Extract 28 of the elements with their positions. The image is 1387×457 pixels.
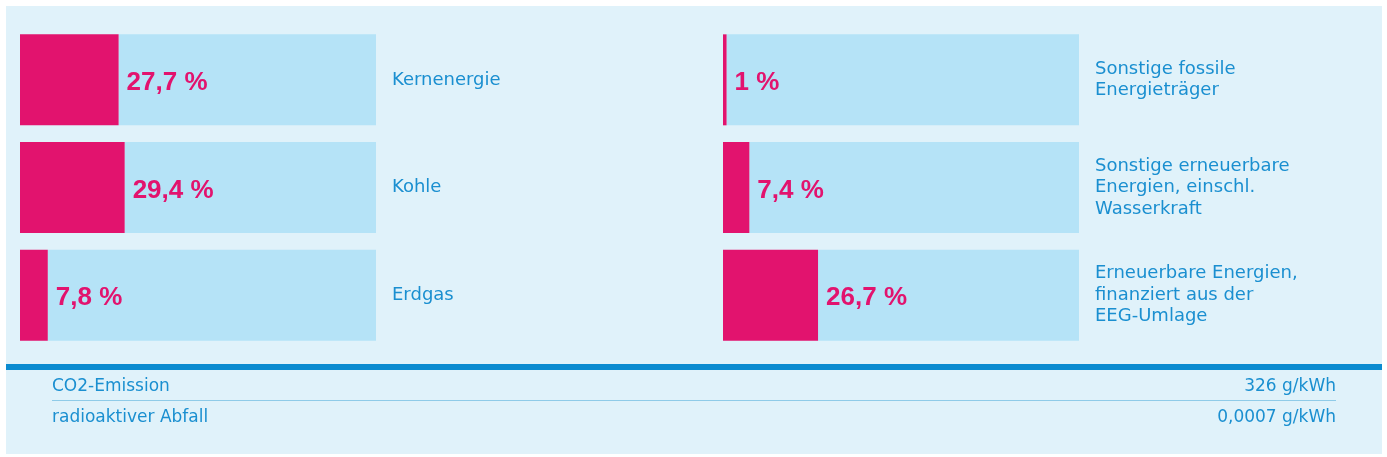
y-tick-label: Erdgas <box>392 282 454 304</box>
y-tick-label: Sonstige erneuerbare Energien, einschl. Wasserkraft <box>1095 153 1290 218</box>
bar <box>818 249 1079 341</box>
data-label: 7,8 % <box>55 281 123 312</box>
bar <box>723 142 750 233</box>
bar <box>124 142 376 233</box>
y-tick-label: Kernenergie <box>392 67 501 89</box>
text: 326 g/kWh <box>1244 374 1336 397</box>
data-label: 29,4 % <box>132 173 214 204</box>
bar <box>723 249 819 341</box>
text: 0,0007 g/kWh <box>1217 405 1336 428</box>
data-label: 27,7 % <box>126 66 208 97</box>
text: radioaktiver Abfall <box>52 406 209 426</box>
bar <box>20 34 119 126</box>
data-label: 1 % <box>734 66 780 97</box>
bar <box>20 142 125 233</box>
data-label: 26,7 % <box>826 281 908 312</box>
y-tick-label: Sonstige fossile Energieträger <box>1095 56 1236 100</box>
text: CO2-Emission <box>52 375 170 395</box>
bar <box>726 34 1079 126</box>
y-tick-label: Erneuerbare Energien, finanziert aus der EEG-Umlage <box>1095 261 1298 326</box>
bar <box>20 249 48 341</box>
bar <box>47 249 376 341</box>
data-label: 7,4 % <box>757 173 824 204</box>
bar <box>749 142 1079 233</box>
y-tick-label: Kohle <box>392 175 442 197</box>
bar <box>723 34 727 126</box>
bar <box>118 34 376 126</box>
